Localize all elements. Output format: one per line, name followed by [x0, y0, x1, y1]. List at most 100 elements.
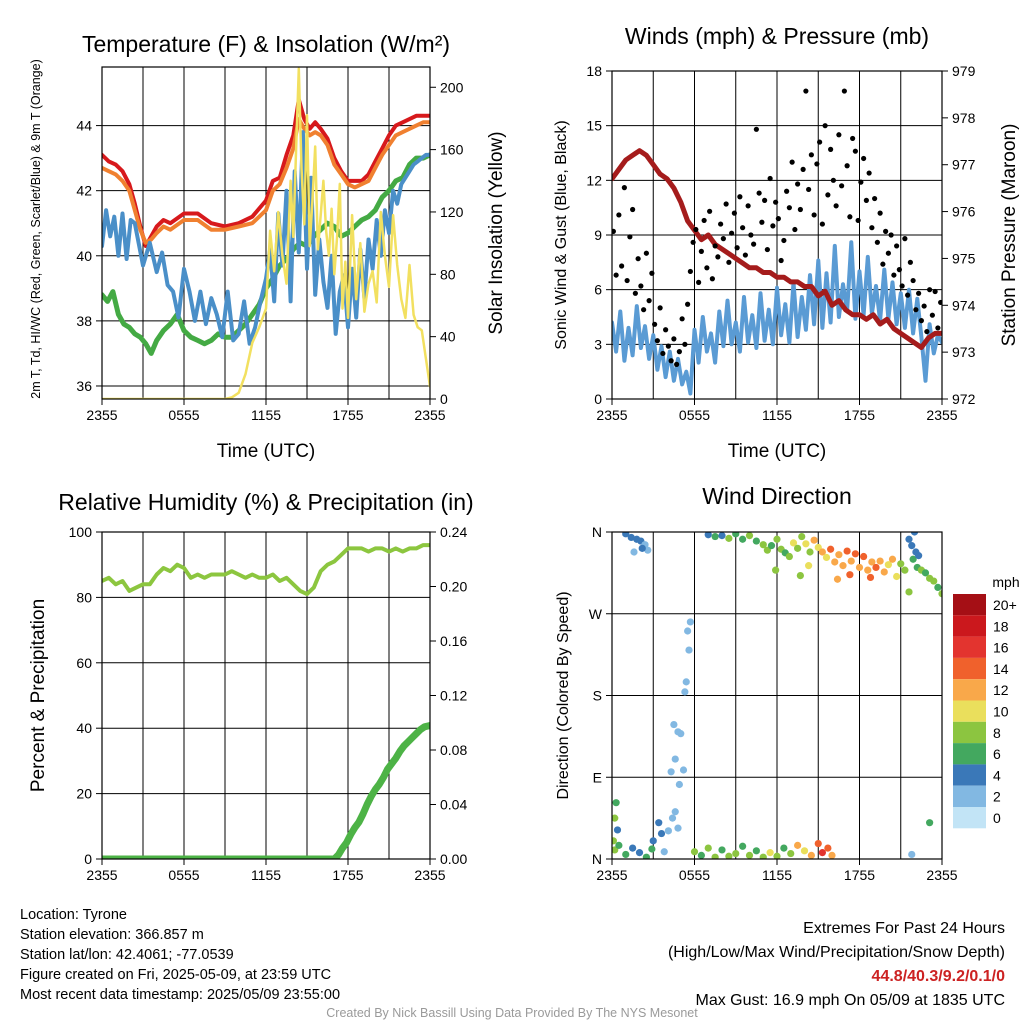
- gust-point: [701, 217, 707, 224]
- direction-point: [880, 568, 888, 576]
- gust-point: [668, 358, 674, 364]
- gust-point: [759, 219, 765, 225]
- direction-point: [822, 553, 831, 562]
- gust-point: [877, 210, 883, 216]
- series-line: [102, 117, 430, 245]
- x-tick-label: 0555: [679, 867, 710, 883]
- gust-point: [756, 190, 762, 196]
- wind-plot-area: [612, 88, 942, 396]
- direction-point: [671, 755, 679, 763]
- gust-point: [825, 192, 831, 198]
- direction-point: [807, 851, 815, 859]
- gust-point: [613, 272, 619, 278]
- y-right-tick-label: 976: [952, 204, 976, 220]
- direction-point: [638, 544, 646, 552]
- direction-point: [622, 532, 630, 538]
- direction-point: [664, 827, 672, 835]
- legend-swatch: [953, 785, 986, 807]
- gust-point: [855, 217, 861, 224]
- gust-point: [616, 212, 622, 218]
- direction-point: [839, 562, 847, 570]
- x-tick-label: 1755: [844, 867, 875, 883]
- direction-point: [675, 780, 683, 789]
- gust-point: [883, 228, 889, 234]
- y-tick-label: 18: [586, 63, 602, 79]
- direction-point: [773, 535, 781, 543]
- gust-point: [781, 237, 787, 244]
- direction-point: [818, 548, 826, 556]
- legend-swatch: [953, 743, 986, 765]
- x-tick-label: 2355: [926, 407, 957, 423]
- gust-point: [803, 88, 809, 94]
- gust-point: [836, 132, 842, 138]
- legend-swatch: [953, 721, 986, 744]
- gust-point: [902, 236, 908, 242]
- extremes-subheading: (High/Low/Max Wind/Precipitation/Snow De…: [667, 944, 1005, 961]
- gust-point: [652, 321, 658, 327]
- gust-point: [819, 221, 825, 227]
- direction-point: [828, 851, 836, 859]
- gust-point: [916, 290, 922, 296]
- gust-point: [649, 270, 655, 276]
- created-label: Figure created on Fri, 2025-05-09, at 23…: [20, 967, 332, 983]
- series-line: [612, 148, 942, 350]
- gust-point: [718, 221, 724, 227]
- direction-point: [718, 846, 726, 854]
- gust-point: [638, 283, 644, 289]
- y-right-tick-label: 0.08: [440, 742, 467, 758]
- y-tick-label: E: [593, 769, 602, 785]
- temp-title: Temperature (F) & Insolation (W/m²): [82, 31, 450, 57]
- y-right-tick-label: 972: [952, 391, 976, 407]
- direction-point: [629, 844, 637, 852]
- direction-point: [846, 571, 854, 579]
- y-tick-label: 36: [76, 378, 92, 394]
- rh-plot-area: [102, 543, 430, 859]
- direction-point: [814, 839, 822, 848]
- direction-point: [671, 808, 679, 816]
- direction-point: [644, 546, 652, 554]
- gust-point: [880, 261, 886, 267]
- direction-point: [635, 849, 644, 857]
- gust-point: [891, 272, 897, 278]
- y-right-tick-label: 160: [440, 142, 464, 158]
- gust-point: [817, 139, 823, 145]
- y-right-tick-label: 978: [952, 110, 976, 126]
- gust-point: [839, 183, 845, 189]
- extremes-values: 44.8/40.3/9.2/0.1/0: [871, 968, 1005, 985]
- direction-point: [685, 646, 693, 654]
- direction-point: [745, 532, 754, 540]
- direction-point: [866, 573, 875, 582]
- direction-point: [732, 532, 740, 538]
- direction-point: [612, 814, 619, 822]
- direction-point: [630, 548, 638, 556]
- direction-point: [773, 852, 781, 859]
- direction-point: [831, 558, 839, 566]
- legend-swatch: [953, 636, 986, 658]
- gust-point: [753, 126, 759, 132]
- gust-point: [929, 312, 935, 318]
- y-tick-label: 38: [76, 313, 92, 329]
- temp-y-axis-label: 2m T, Td, HI/WC (Red, Green, Scarlet/Blu…: [29, 59, 43, 398]
- y-right-tick-label: 80: [440, 266, 456, 282]
- gust-point: [924, 328, 930, 335]
- gust-point: [641, 307, 647, 313]
- gust-point: [905, 292, 911, 298]
- speed-color-legend: mph 20+ 18 16 14 12 10 8 6 4 2 0: [953, 574, 1020, 829]
- direction-point: [642, 853, 650, 859]
- gust-point: [850, 135, 856, 142]
- gust-point: [726, 259, 732, 265]
- x-tick-label: 2355: [596, 407, 627, 423]
- y-right-tick-label: 0.16: [440, 633, 467, 649]
- direction-point: [732, 849, 740, 858]
- direction-point: [868, 558, 876, 566]
- direction-point: [888, 555, 897, 563]
- direction-point: [833, 575, 842, 583]
- gust-point: [709, 276, 715, 282]
- y-right-tick-label: 0.24: [440, 524, 467, 540]
- direction-point: [615, 841, 623, 849]
- gust-point: [770, 223, 776, 229]
- y-right-tick-label: 977: [952, 157, 976, 173]
- direction-point: [704, 532, 712, 539]
- direction-point: [725, 852, 733, 859]
